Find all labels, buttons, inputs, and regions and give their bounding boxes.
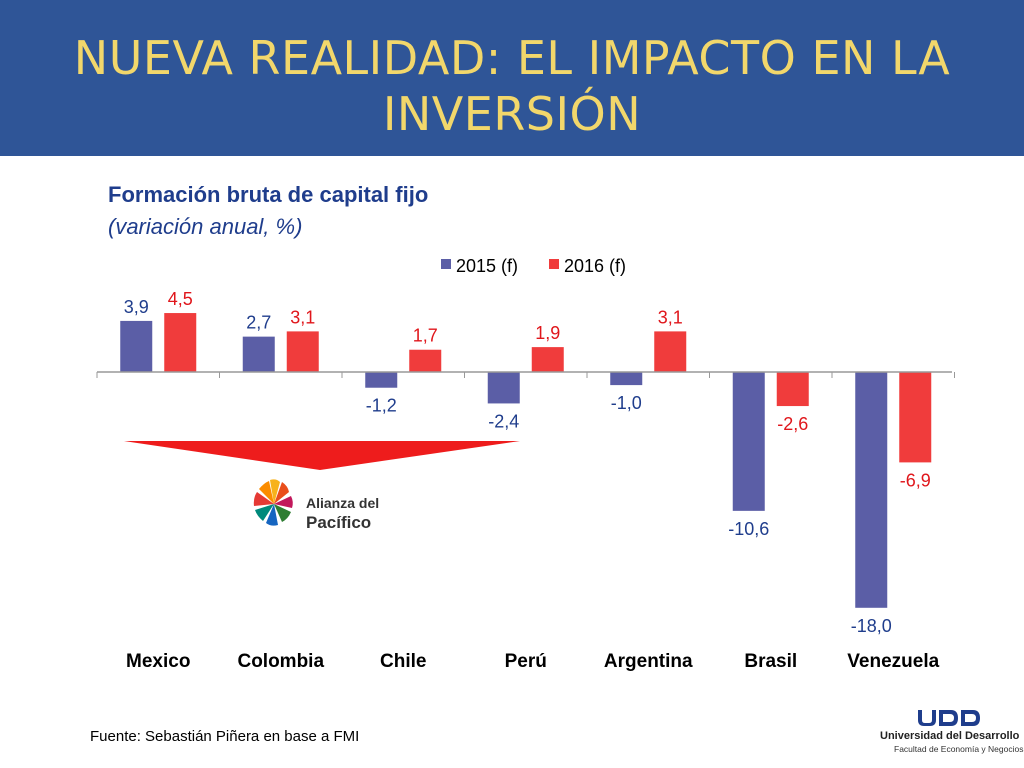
value-label-2016-chile: 1,7 (413, 326, 438, 346)
source-note: Fuente: Sebastián Piñera en base a FMI (90, 728, 360, 745)
bar-2015-argentina (610, 372, 643, 386)
chart-title: Formación bruta de capital fijo (108, 182, 429, 207)
udd-faculty: Facultad de Economía y Negocios (894, 744, 1024, 754)
value-label-2016-colombia: 3,1 (290, 307, 315, 327)
alianza-arrow (124, 441, 520, 470)
bar-2016-perú (531, 347, 564, 372)
alianza-logo-text-bottom: Pacífico (306, 513, 372, 532)
value-label-2016-argentina: 3,1 (658, 307, 683, 327)
alianza-logo-text-top: Alianza del (306, 495, 380, 511)
bar-2016-colombia (286, 331, 319, 372)
category-label-mexico: Mexico (126, 651, 190, 672)
value-label-2016-brasil: -2,6 (777, 414, 808, 434)
value-label-2015-colombia: 2,7 (246, 313, 271, 333)
value-label-2015-mexico: 3,9 (124, 297, 149, 317)
udd-logo (918, 710, 980, 726)
bar-2015-brasil (732, 372, 765, 511)
category-label-chile: Chile (380, 651, 426, 672)
category-label-perú: Perú (505, 651, 547, 672)
bar-2015-perú (487, 372, 520, 404)
value-label-2016-venezuela: -6,9 (900, 470, 931, 490)
bar-2015-chile (365, 372, 398, 388)
value-label-2015-venezuela: -18,0 (851, 616, 892, 636)
bar-2015-mexico (120, 320, 153, 372)
udd-name: Universidad del Desarrollo (880, 730, 1020, 742)
slide-title: NUEVA REALIDAD: EL IMPACTO EN LA INVERSI… (73, 31, 951, 141)
category-label-brasil: Brasil (744, 651, 797, 672)
bar-2016-chile (409, 349, 442, 372)
category-label-argentina: Argentina (604, 651, 693, 672)
bar-2016-venezuela (899, 372, 932, 463)
chart-subtitle: (variación anual, %) (108, 214, 303, 239)
legend-label-2016: 2016 (f) (564, 256, 626, 276)
bar-2016-argentina (654, 331, 687, 372)
bar-2015-venezuela (855, 372, 888, 608)
slide-header: NUEVA REALIDAD: EL IMPACTO EN LA INVERSI… (0, 0, 1024, 156)
alianza-del-pacifico-logo (253, 479, 293, 526)
bar-2015-colombia (242, 336, 275, 372)
legend: 2015 (f) 2016 (f) (441, 256, 626, 276)
value-label-2016-perú: 1,9 (535, 323, 560, 343)
value-label-2015-perú: -2,4 (488, 411, 519, 431)
bar-2016-brasil (776, 372, 809, 407)
category-label-colombia: Colombia (237, 651, 324, 672)
value-label-2015-argentina: -1,0 (611, 393, 642, 413)
bars-group: 3,9 4,5 Mexico 2,7 3,1 Colombia -1,2 1,7 Chile -2… (96, 289, 955, 672)
value-label-2016-mexico: 4,5 (168, 289, 193, 309)
value-label-2015-chile: -1,2 (366, 396, 397, 416)
legend-swatch-2015 (441, 259, 451, 269)
value-label-2015-brasil: -10,6 (728, 519, 769, 539)
legend-swatch-2016 (549, 259, 559, 269)
legend-label-2015: 2015 (f) (456, 256, 518, 276)
bar-2016-mexico (164, 313, 197, 372)
category-label-venezuela: Venezuela (847, 651, 939, 672)
